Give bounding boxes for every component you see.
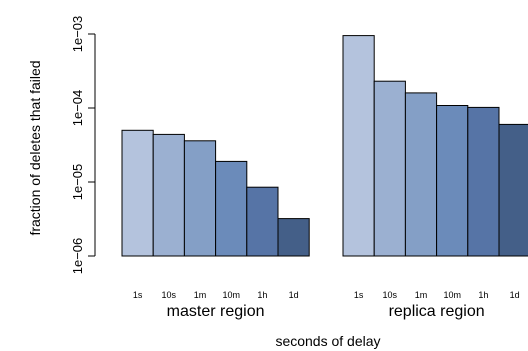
category-label: 1s [133,290,143,300]
category-label: 10m [443,290,461,300]
y-tick-label: 1e−05 [70,164,85,201]
category-label: 10s [383,290,398,300]
y-tick-label: 1e−06 [70,238,85,275]
bar-replica-1m [404,92,438,257]
bar-master-1h [246,186,279,257]
bar-replica-1h [467,106,500,257]
y-tick-label: 1e−03 [70,16,85,53]
y-axis: 1e−06 1e−05 1e−04 1e−03 [70,16,96,275]
group-label-replica: replica region [389,303,485,320]
bar-master-1m [183,140,217,257]
category-label: 1d [510,290,520,300]
category-label: 1m [415,290,428,300]
bar-master-1s [121,129,154,257]
group-labels: master region replica region [167,303,485,320]
category-label: 1h [257,290,267,300]
bar-replica-10s [373,80,406,257]
bar-master-10m [215,160,248,257]
category-label: 1d [289,290,299,300]
x-category-labels: 1s 10s 1m 10m 1h 1d 1s 10s 1m 10m 1h 1d [133,290,520,300]
category-label: 10m [222,290,240,300]
y-tick-label: 1e−04 [70,90,85,127]
bar-master-1d [277,218,310,257]
bar-master-10s [152,133,185,257]
bars-layer [121,35,528,257]
category-label: 10s [162,290,177,300]
bar-replica-1d [498,123,528,257]
x-axis-title: seconds of delay [275,333,380,349]
bar-replica-1s [342,35,375,257]
category-label: 1h [478,290,488,300]
group-label-master: master region [167,303,265,320]
category-label: 1s [354,290,364,300]
y-axis-title: fraction of deletes that failed [27,60,43,235]
category-label: 1m [194,290,207,300]
bar-replica-10m [436,105,469,257]
